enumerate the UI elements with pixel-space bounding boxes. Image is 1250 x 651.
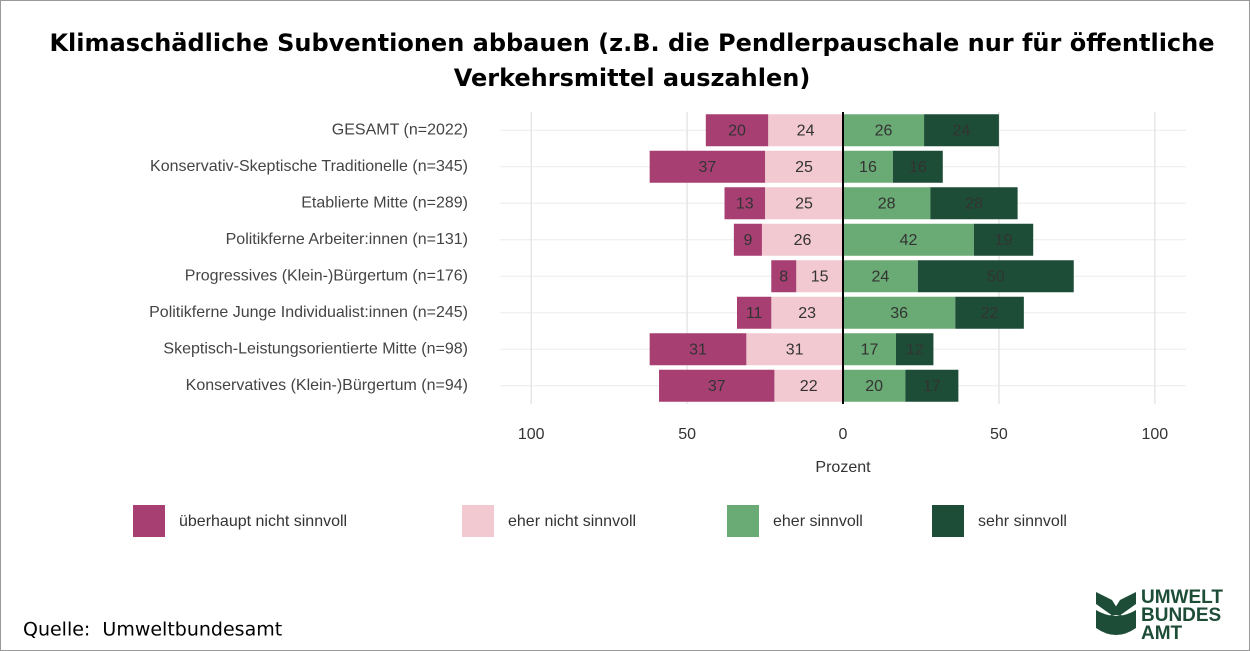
- source: Quelle: Umweltbundesamt: [23, 619, 282, 641]
- bar-label: 23: [798, 305, 816, 322]
- bar-segment: [843, 369, 906, 402]
- legend-swatch: [727, 505, 759, 537]
- bar-label: 31: [689, 341, 707, 358]
- bar-label: 24: [872, 268, 890, 285]
- bar-label: 28: [878, 195, 896, 212]
- bar-label: 24: [953, 122, 971, 139]
- bar-segment: [765, 187, 843, 220]
- bar-label: 15: [811, 268, 829, 285]
- bar-segment: [930, 187, 1018, 220]
- bar-segment: [733, 223, 762, 256]
- bar-label: 11: [746, 305, 763, 322]
- bar-label: 20: [865, 378, 883, 395]
- x-tick-label: 100: [1141, 426, 1168, 443]
- logo-text: AMT: [1141, 623, 1183, 644]
- y-tick-label: GESAMT (n=2022): [332, 121, 468, 138]
- x-tick-label: 50: [678, 426, 696, 443]
- bar-segment: [768, 114, 843, 147]
- bar-segment: [843, 150, 893, 183]
- bar-segment: [761, 223, 843, 256]
- chart-title: Klimaschädliche Subventionen abbauen (z.…: [49, 29, 1214, 57]
- y-tick-label: Skeptisch-Leistungsorientierte Mitte (n=…: [163, 340, 468, 357]
- bar-label: 26: [794, 232, 812, 249]
- bar-segment: [705, 114, 769, 147]
- bar-segment: [746, 333, 843, 366]
- bar-segment: [973, 223, 1034, 256]
- bar-label: 37: [708, 378, 726, 395]
- legend-label: überhaupt nicht sinnvoll: [179, 513, 347, 530]
- y-tick-label: Konservatives (Klein-)Bürgertum (n=94): [186, 377, 468, 394]
- bar-label: 50: [987, 268, 1005, 285]
- bar-label: 22: [800, 378, 818, 395]
- y-tick-label: Progressives (Klein-)Bürgertum (n=176): [185, 267, 468, 284]
- bar-label: 16: [909, 159, 927, 176]
- bar-label: 22: [981, 305, 999, 322]
- logo-text: UMWELT: [1141, 587, 1223, 608]
- bar-segment: [924, 114, 999, 147]
- bar-label: 37: [698, 159, 716, 176]
- bar-label: 20: [728, 122, 746, 139]
- x-tick-label: 50: [990, 426, 1008, 443]
- legend-label: sehr sinnvoll: [978, 513, 1067, 530]
- x-axis-label: Prozent: [815, 459, 871, 476]
- legend-label: eher sinnvoll: [773, 513, 863, 530]
- bar-segment: [771, 296, 843, 329]
- bar-segment: [896, 333, 934, 366]
- bar-segment: [955, 296, 1024, 329]
- y-tick-label: Politikferne Arbeiter:innen (n=131): [226, 231, 468, 248]
- bar-label: 13: [736, 195, 754, 212]
- bar-label: 19: [995, 232, 1013, 249]
- y-tick-label: Etablierte Mitte (n=289): [301, 194, 468, 211]
- bar-label: 31: [786, 341, 804, 358]
- bar-label: 28: [965, 195, 983, 212]
- legend-label: eher nicht sinnvoll: [508, 513, 636, 530]
- bar-label: 17: [861, 341, 879, 358]
- legend-swatch: [932, 505, 964, 537]
- logo-text: BUNDES: [1141, 605, 1221, 626]
- bar-segment: [905, 369, 959, 402]
- bar-segment: [843, 333, 897, 366]
- bar-label: 24: [797, 122, 815, 139]
- bar-label: 17: [923, 378, 941, 395]
- legend-swatch: [133, 505, 165, 537]
- bar-label: 12: [906, 341, 924, 358]
- bar-segment: [796, 260, 843, 293]
- bar-label: 36: [890, 305, 908, 322]
- bar-segment: [649, 150, 766, 183]
- logo-icon: [1096, 610, 1136, 635]
- chart-title: Verkehrsmittel auszahlen): [454, 64, 811, 92]
- bar-segment: [659, 369, 775, 402]
- bar-segment: [917, 260, 1074, 293]
- x-tick-label: 100: [518, 426, 545, 443]
- bar-segment: [736, 296, 772, 329]
- bar-segment: [843, 296, 956, 329]
- bar-segment: [765, 150, 843, 183]
- bar-label: 25: [795, 195, 813, 212]
- bar-segment: [649, 333, 747, 366]
- bar-segment: [843, 260, 918, 293]
- y-tick-label: Politikferne Junge Individualist:innen (…: [149, 304, 468, 321]
- y-tick-label: Konservativ-Skeptische Traditionelle (n=…: [150, 158, 468, 175]
- bar-segment: [843, 114, 925, 147]
- bar-label: 26: [875, 122, 893, 139]
- bar-label: 25: [795, 159, 813, 176]
- bar-segment: [771, 260, 797, 293]
- bar-segment: [774, 369, 843, 402]
- bar-label: 8: [779, 268, 788, 285]
- bar-label: 42: [900, 232, 918, 249]
- bar-segment: [892, 150, 943, 183]
- bar-label: 16: [859, 159, 877, 176]
- bar-label: 9: [743, 232, 752, 249]
- legend-swatch: [462, 505, 494, 537]
- logo-icon: [1110, 592, 1136, 616]
- bar-segment: [843, 187, 931, 220]
- bar-segment: [843, 223, 974, 256]
- logo: UMWELT BUNDES AMT: [1096, 587, 1223, 644]
- x-tick-label: 0: [839, 426, 848, 443]
- bar-segment: [724, 187, 766, 220]
